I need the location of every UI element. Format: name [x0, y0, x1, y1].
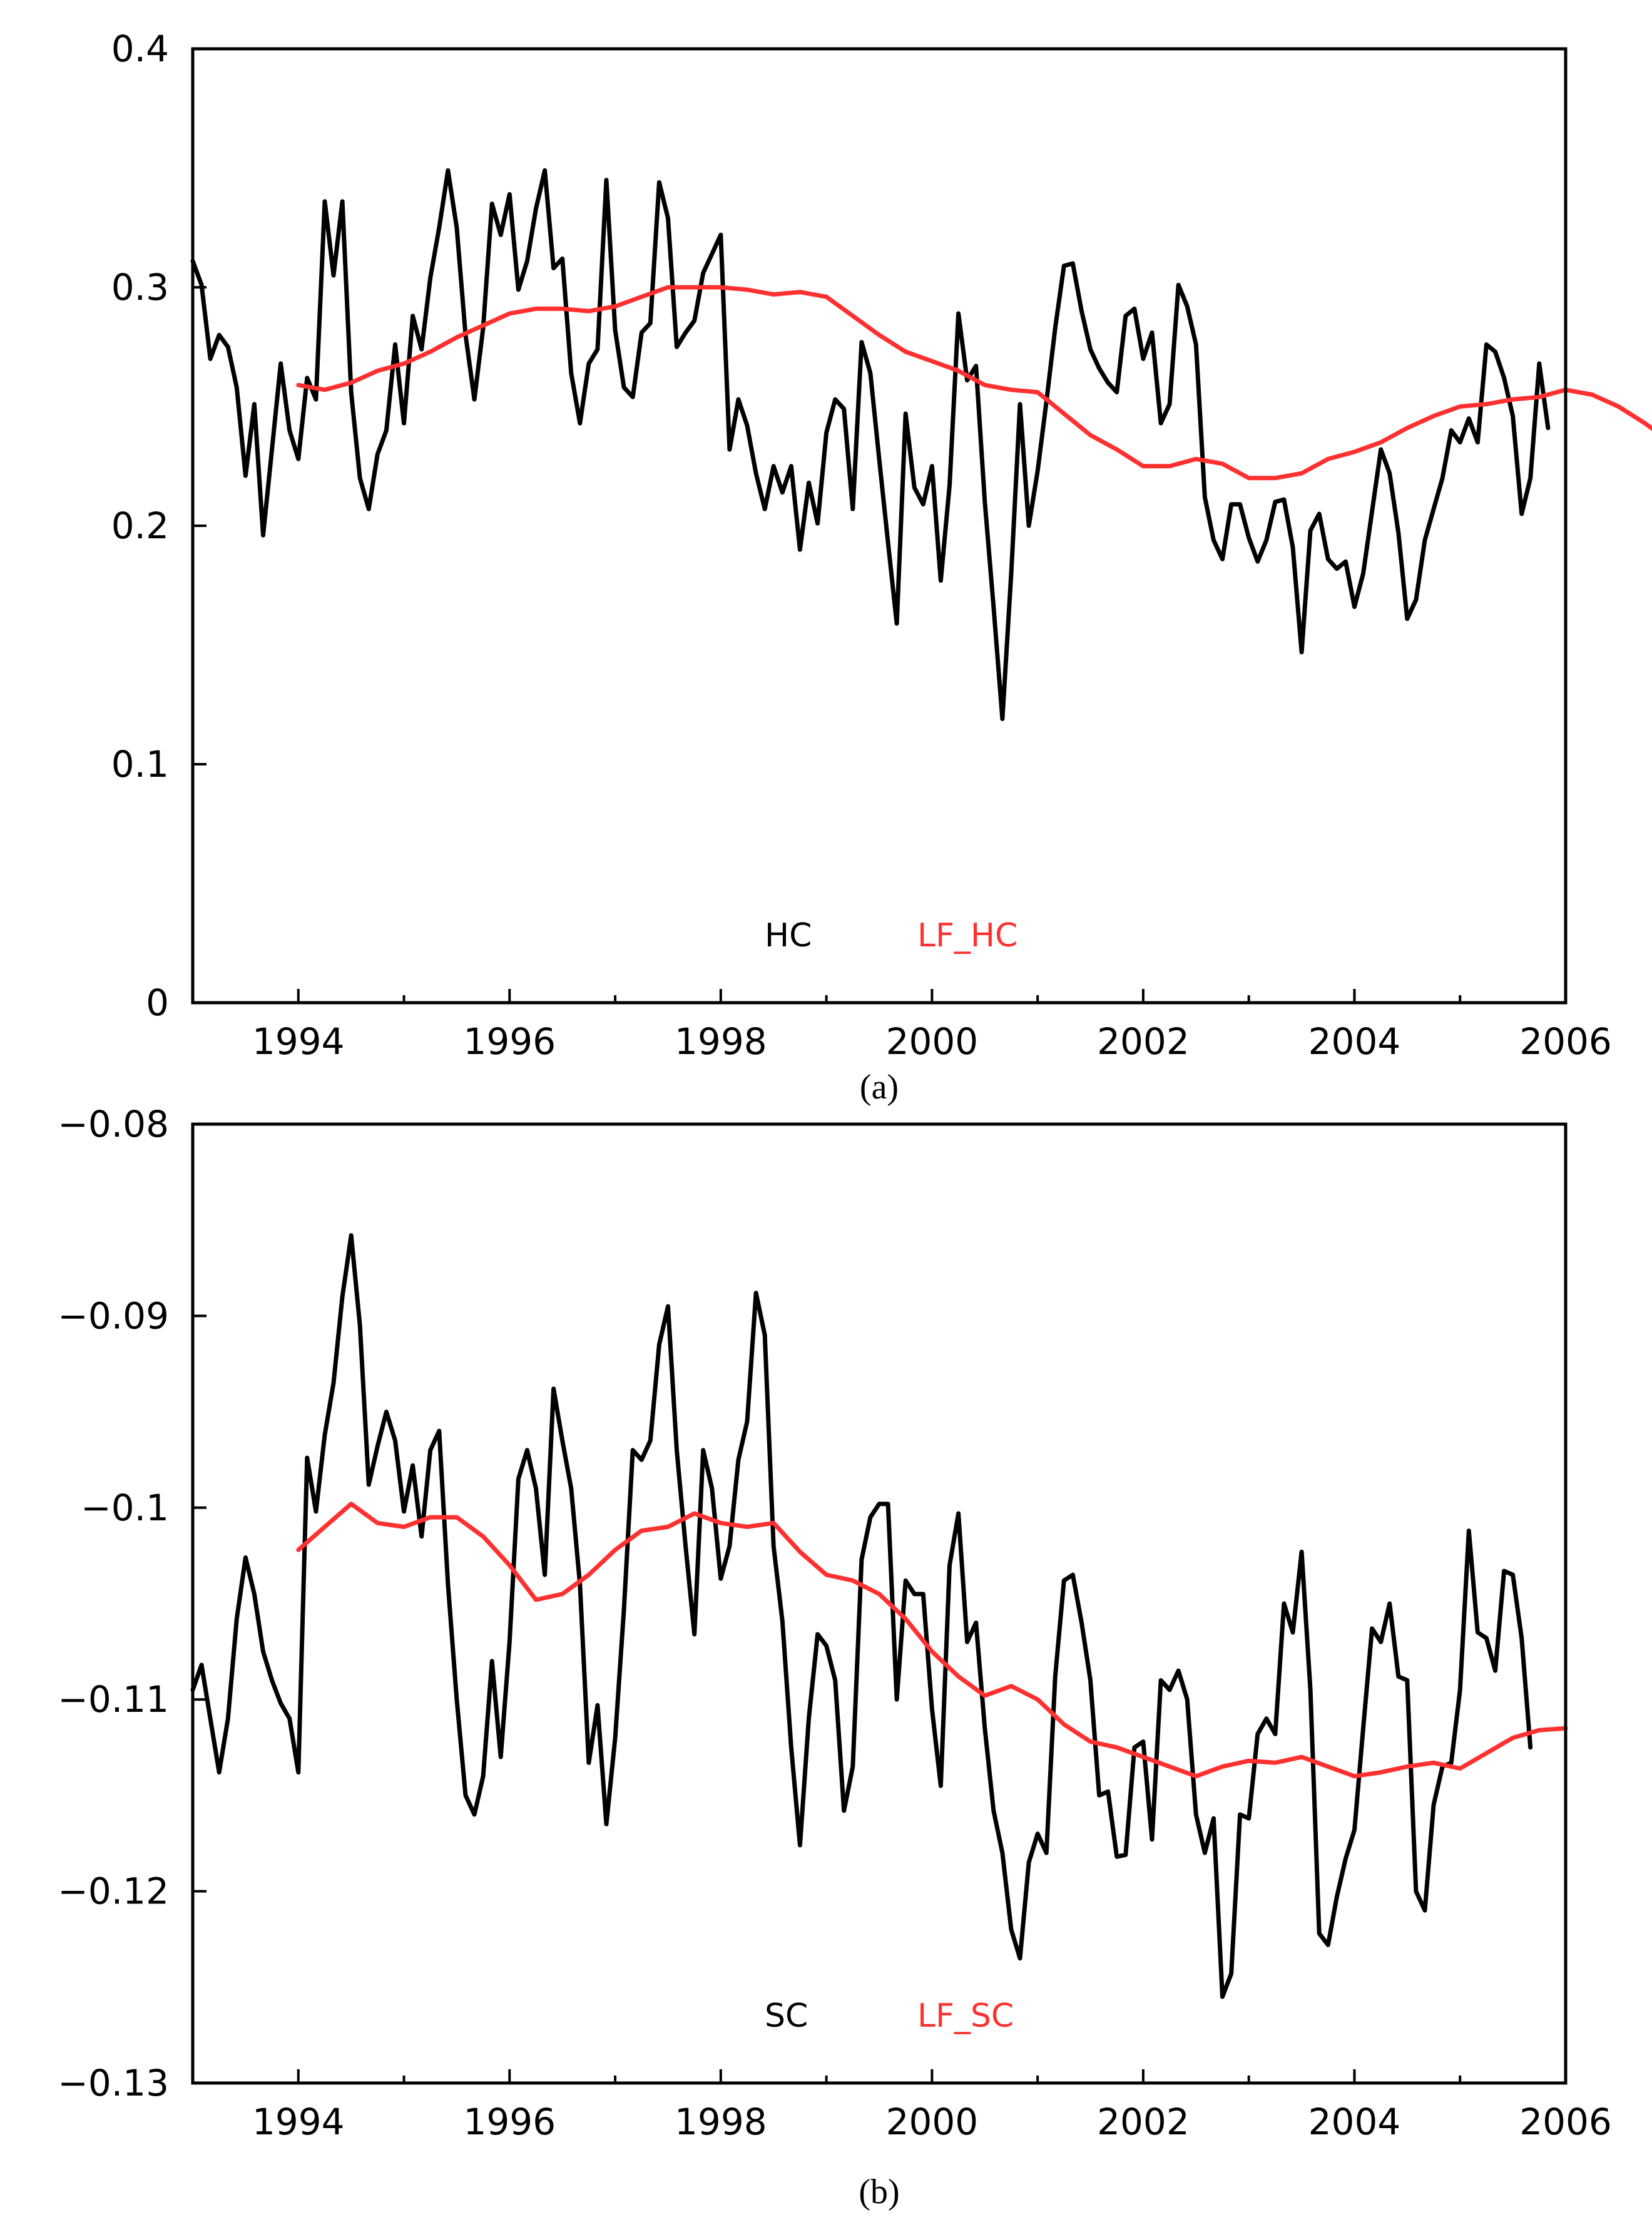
x-tick-label: 2000	[886, 1020, 979, 1063]
x-tick-label: 1998	[675, 1020, 767, 1063]
y-tick-label: −0.12	[58, 1870, 169, 1913]
y-tick-label: 0	[146, 981, 169, 1024]
axis-ticks-b: 1994 1996 1998 2000 2002 2004 2006 −0.13 −0.12 −0…	[58, 1103, 1612, 2143]
y-tick-label: −0.08	[58, 1103, 169, 1145]
x-tick-label: 2002	[1097, 2101, 1190, 2143]
legend-label-sc: SC	[765, 1997, 808, 2035]
x-tick-label: 2004	[1308, 1020, 1401, 1063]
series-line-lf-hc	[296, 285, 1652, 481]
y-tick-label: 0.4	[111, 28, 169, 70]
y-tick-label: −0.09	[58, 1294, 169, 1337]
x-tick-label: 1996	[464, 1020, 556, 1063]
legend-label-hc: HC	[765, 917, 812, 955]
x-tick-label: 1994	[252, 2101, 345, 2143]
legend-label-lf-sc: LF_SC	[917, 1997, 1014, 2035]
plot-frame-b	[191, 1122, 1568, 2085]
y-tick-label: 0.2	[111, 504, 169, 547]
y-tick-label: −0.11	[58, 1678, 169, 1721]
x-tick-label: 2002	[1097, 1020, 1190, 1063]
legend-a: HC LF_HC	[765, 917, 1017, 955]
y-tick-label: −0.1	[81, 1487, 169, 1529]
plot-frame-a	[191, 47, 1568, 1005]
legend-b: SC LF_SC	[765, 1997, 1014, 2035]
caption-b: (b)	[859, 2173, 899, 2211]
legend-label-lf-hc: LF_HC	[917, 917, 1017, 955]
series-line-lf-sc	[296, 1502, 1568, 1779]
x-tick-label: 2006	[1519, 1020, 1612, 1063]
chart-panel-a: 1994 1996 1998 2000 2002 2004 2006 0 0.1 0.2 0.3 0.…	[111, 28, 1652, 1107]
chart-panel-b: 1994 1996 1998 2000 2002 2004 2006 −0.13 −0.12 −0…	[58, 1103, 1612, 2211]
y-tick-label: 0.1	[111, 743, 169, 786]
x-tick-label: 1994	[252, 1020, 345, 1063]
series-line-hc	[190, 168, 1551, 722]
y-tick-label: 0.3	[111, 266, 169, 309]
x-tick-label: 1996	[464, 2101, 556, 2143]
caption-a: (a)	[860, 1068, 899, 1107]
x-tick-label: 1998	[675, 2101, 767, 2143]
axis-ticks-a: 1994 1996 1998 2000 2002 2004 2006 0 0.1 0.2 0.3 0.…	[111, 28, 1612, 1063]
x-tick-label: 2004	[1308, 2101, 1401, 2143]
y-tick-label: −0.13	[58, 2062, 169, 2104]
x-tick-label: 2006	[1519, 2101, 1612, 2143]
x-tick-label: 2000	[886, 2101, 979, 2143]
series-line-sc	[190, 1233, 1533, 1999]
